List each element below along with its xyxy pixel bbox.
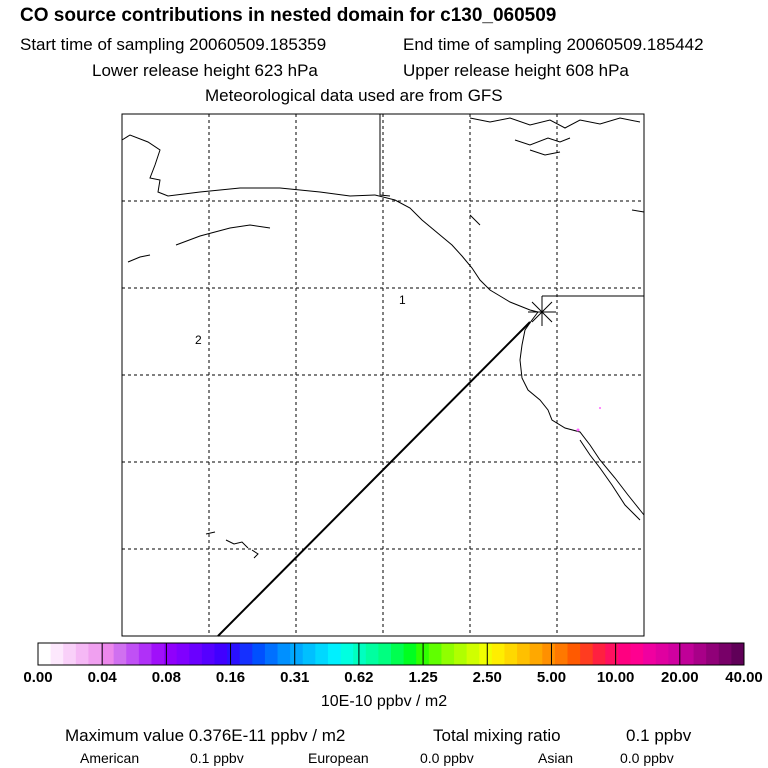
coastlines [121,114,645,559]
colorbar-cell [542,643,556,665]
colorbar-cell [466,643,480,665]
colorbar-cell [365,643,379,665]
colorbar-cell [75,643,89,665]
colorbar-tick-label: 10.00 [596,669,635,686]
colorbar-cell [340,643,354,665]
colorbar-cell [605,643,619,665]
colorbar-tick-label: 0.62 [344,669,374,686]
colorbar-cell [101,643,115,665]
total-mixing-label: Total mixing ratio [433,726,561,745]
colorbar-cell [643,643,657,665]
european-value: 0.0 ppbv [420,750,474,766]
american-value: 0.1 ppbv [190,750,244,766]
end-time: End time of sampling 20060509.185442 [403,35,704,54]
colorbar-cell [693,643,707,665]
colorbar-cell [277,643,291,665]
colorbar-cell [441,643,455,665]
colorbar-cell [315,643,329,665]
colorbar-cell [176,643,190,665]
colorbar-cell [479,643,493,665]
colorbar-cell [327,643,342,665]
colorbar-cell [126,643,140,665]
colorbar-cell [138,643,152,665]
colorbar-cell [731,643,745,665]
colorbar-tick-label: 40.00 [725,669,763,686]
colorbar-tick-label: 0.31 [280,669,310,686]
colorbar-cell [264,643,279,665]
colorbar-cell [655,643,669,665]
flight-track [217,321,531,637]
colorbar-cell [164,643,178,665]
lat-lon-grid [122,114,644,636]
colorbar-cell [239,643,253,665]
colorbar-cell [63,643,77,665]
start-time: Start time of sampling 20060509.185359 [20,35,327,54]
colorbar-tick-label: 0.08 [151,669,181,686]
colorbar-cell [378,643,392,665]
colorbar-cell [580,643,594,665]
colorbar-cells [38,643,745,665]
upper-release-height: Upper release height 608 hPa [403,61,629,80]
colorbar-cell [718,643,732,665]
lower-release-height: Lower release height 623 hPa [92,61,318,80]
asian-label: Asian [538,750,574,766]
colorbar-cell [454,643,468,665]
plume-dots [576,407,601,432]
colorbar-cell [504,643,518,665]
colorbar-cell [517,643,531,665]
plot-title: CO source contributions in nested domain… [20,5,557,26]
total-mixing-value: 0.1 ppbv [626,726,692,745]
colorbar-cell [214,643,228,665]
colorbar-cell [38,643,52,665]
colorbar-cell [353,643,367,665]
colorbar-cell [617,643,632,665]
colorbar-cell [554,643,568,665]
met-data-note: Meteorological data used are from GFS [205,86,503,105]
colorbar-units: 10E-10 ppbv / m2 [320,693,448,710]
colorbar-tick-lines [101,643,681,665]
colorbar-cell [391,643,405,665]
colorbar-cell [252,643,266,665]
colorbar-cell [428,643,442,665]
colorbar-cell [151,643,165,665]
colorbar-cell [189,643,203,665]
colorbar-tick-label: 20.00 [661,669,699,686]
colorbar-tick-label: 1.25 [408,669,438,686]
colorbar-tick-label: 0.04 [87,669,117,686]
colorbar-tick-label: 0.16 [215,669,246,686]
release-marker [528,298,556,326]
colorbar-cell [529,643,543,665]
colorbar-cell [630,643,644,665]
colorbar-cell [302,643,316,665]
colorbar-cell [88,643,102,665]
colorbar-cell [113,643,127,665]
asian-value: 0.0 ppbv [620,750,674,766]
colorbar-tick-label: 5.00 [536,669,567,686]
colorbar-tick-label: 2.50 [472,669,502,686]
colorbar-cell [680,643,695,665]
colorbar-outline [37,642,745,666]
max-value: Maximum value 0.376E-11 ppbv / m2 [65,726,346,745]
colorbar-cell [403,643,417,665]
colorbar-tick-label: 0.00 [23,669,53,686]
colorbar-cell [290,643,304,665]
region-label-1: 1 [399,293,406,307]
colorbar-cell [491,643,505,665]
colorbar-cell [706,643,720,665]
region-label-2: 2 [195,333,202,347]
colorbar-cell [567,643,581,665]
colorbar-cell [668,643,682,665]
colorbar-cell [592,643,606,665]
colorbar-cell [227,643,241,665]
european-label: European [308,750,369,766]
colorbar-cell [50,643,64,665]
colorbar-cell [201,643,215,665]
american-label: American [80,750,140,766]
